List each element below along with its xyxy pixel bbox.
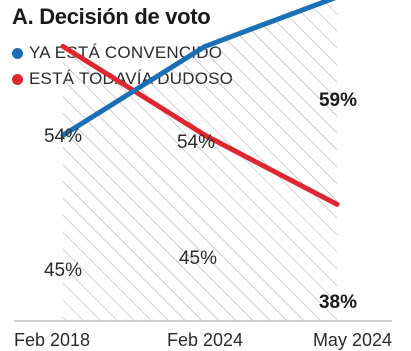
chart-title: A. Decisión de voto	[12, 4, 211, 29]
legend-dot-blue-icon	[12, 47, 23, 59]
data-label-dudoso: 45%	[179, 248, 217, 269]
series-line-convencido	[60, 0, 337, 138]
data-label-dudoso: 54%	[44, 126, 82, 147]
data-label-convencido: 45%	[44, 260, 82, 281]
data-label-dudoso: 38%	[319, 292, 357, 313]
series-line-dudoso	[60, 43, 340, 207]
hatched-area	[63, 0, 337, 321]
x-tick-label: Feb 2024	[167, 330, 243, 350]
data-label-convencido: 54%	[177, 132, 215, 153]
x-tick-label: May 2024	[313, 330, 392, 350]
x-tick-label: Feb 2018	[14, 330, 90, 350]
legend-dot-red-icon	[12, 73, 23, 85]
data-label-convencido: 59%	[319, 90, 357, 111]
